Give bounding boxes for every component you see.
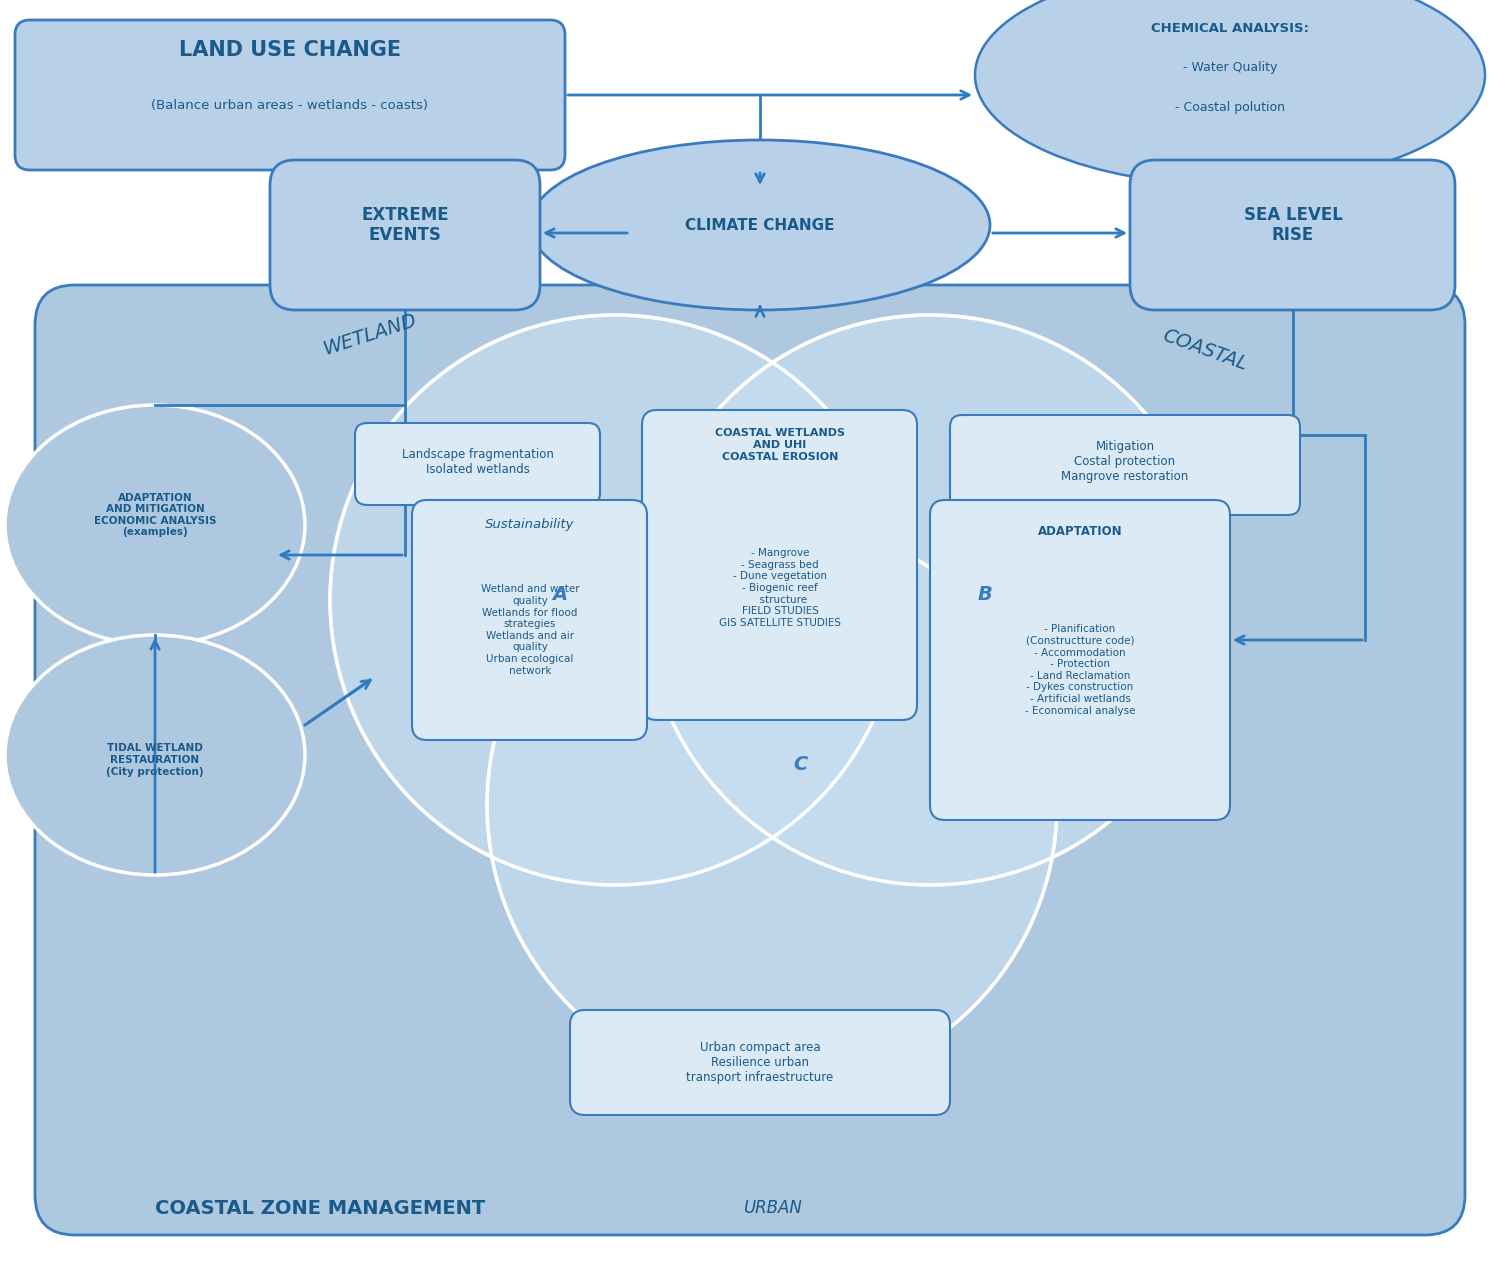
Text: Landscape fragmentation
Isolated wetlands: Landscape fragmentation Isolated wetland… — [402, 448, 554, 476]
Text: SEA LEVEL
RISE: SEA LEVEL RISE — [1243, 206, 1342, 244]
FancyBboxPatch shape — [950, 415, 1300, 516]
Text: Urban compact area
Resilience urban
transport infraestructure: Urban compact area Resilience urban tran… — [686, 1040, 834, 1083]
Text: ADAPTATION: ADAPTATION — [1037, 526, 1123, 538]
Text: - Water Quality: - Water Quality — [1183, 61, 1278, 75]
Text: - Mangrove
- Seagrass bed
- Dune vegetation
- Biogenic reef
  structure
FIELD ST: - Mangrove - Seagrass bed - Dune vegetat… — [719, 549, 841, 627]
Text: (Balance urban areas - wetlands - coasts): (Balance urban areas - wetlands - coasts… — [152, 99, 429, 112]
FancyBboxPatch shape — [643, 410, 917, 720]
Circle shape — [488, 519, 1057, 1090]
Text: - Planification
(Constructture code)
- Accommodation
- Protection
- Land Reclama: - Planification (Constructture code) - A… — [1025, 625, 1135, 715]
FancyBboxPatch shape — [15, 20, 564, 170]
Text: A: A — [552, 585, 567, 605]
Text: TIDAL WETLAND
RESTAURATION
(City protection): TIDAL WETLAND RESTAURATION (City protect… — [107, 743, 203, 776]
FancyBboxPatch shape — [930, 500, 1230, 820]
Text: COASTAL ZONE MANAGEMENT: COASTAL ZONE MANAGEMENT — [155, 1199, 485, 1218]
Text: Mitigation
Costal protection
Mangrove restoration: Mitigation Costal protection Mangrove re… — [1061, 441, 1189, 484]
Ellipse shape — [975, 0, 1485, 185]
Ellipse shape — [5, 635, 306, 875]
FancyBboxPatch shape — [355, 423, 600, 505]
FancyBboxPatch shape — [1130, 160, 1455, 310]
FancyBboxPatch shape — [570, 1010, 950, 1115]
Text: URBAN: URBAN — [742, 1199, 801, 1217]
FancyBboxPatch shape — [269, 160, 540, 310]
Text: C: C — [793, 756, 807, 775]
FancyBboxPatch shape — [412, 500, 647, 740]
Text: CLIMATE CHANGE: CLIMATE CHANGE — [685, 217, 835, 232]
Circle shape — [646, 315, 1215, 885]
Ellipse shape — [5, 405, 306, 645]
Text: Wetland and water
quality
Wetlands for flood
strategies
Wetlands and air
quality: Wetland and water quality Wetlands for f… — [480, 584, 579, 676]
Text: ADAPTATION
AND MITIGATION
ECONOMIC ANALYSIS
(examples): ADAPTATION AND MITIGATION ECONOMIC ANALY… — [93, 493, 217, 537]
Text: B: B — [978, 585, 992, 605]
Text: WETLAND: WETLAND — [321, 311, 420, 359]
Ellipse shape — [530, 140, 990, 310]
Text: COASTAL WETLANDS
AND UHI
COASTAL EROSION: COASTAL WETLANDS AND UHI COASTAL EROSION — [715, 428, 844, 461]
Text: LAND USE CHANGE: LAND USE CHANGE — [179, 39, 400, 60]
Text: - Coastal polution: - Coastal polution — [1175, 102, 1285, 114]
FancyBboxPatch shape — [35, 284, 1464, 1234]
Text: COASTAL: COASTAL — [1160, 326, 1251, 375]
Text: EXTREME
EVENTS: EXTREME EVENTS — [361, 206, 448, 244]
Circle shape — [330, 315, 900, 885]
Text: CHEMICAL ANALYSIS:: CHEMICAL ANALYSIS: — [1151, 22, 1309, 34]
Text: Sustainability: Sustainability — [485, 518, 575, 532]
